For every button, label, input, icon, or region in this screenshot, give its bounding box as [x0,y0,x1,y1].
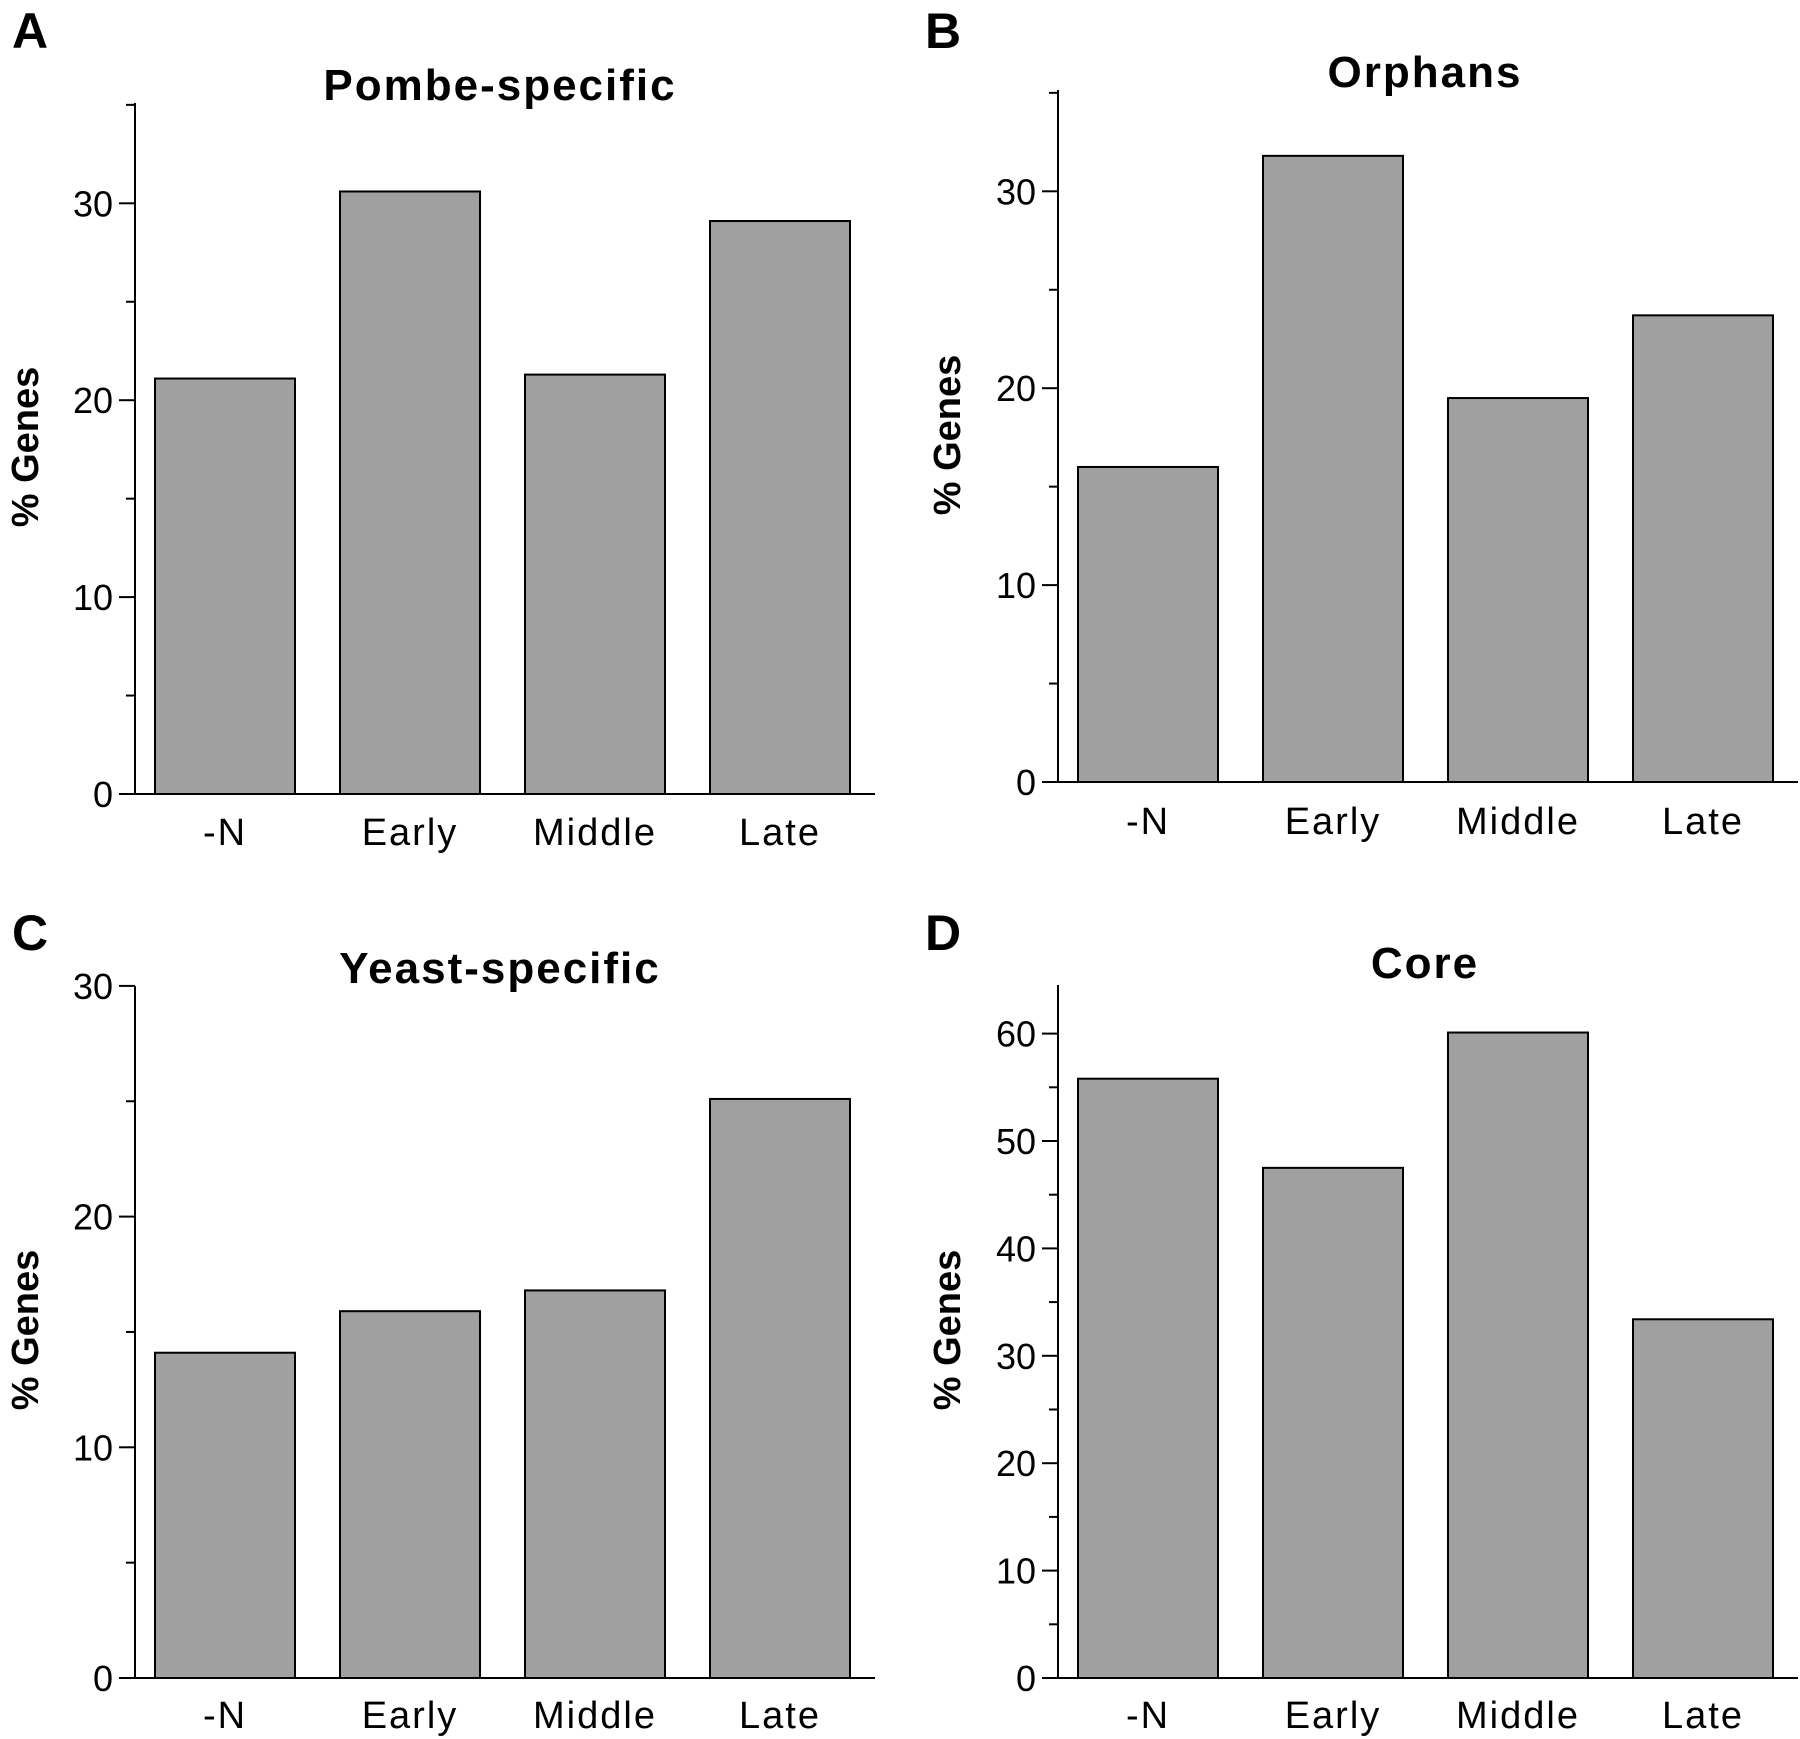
panel-d-ytick-label: 20 [996,1443,1036,1484]
panel-c-ytick-label: 10 [73,1427,113,1468]
panel-d-ytick-label: 40 [996,1228,1036,1269]
panel-d-ytick-label: 50 [996,1121,1036,1162]
panel-d-ytick-label: 30 [996,1336,1036,1377]
panel-a-bar-middle [524,373,666,795]
panel-c-letter: C [12,905,48,961]
panel-d-bar-middle [1447,1031,1589,1679]
panel-a-ytick-label: 10 [73,577,113,618]
panel-b-letter: B [925,3,961,59]
panel-d-ylabel: % Genes [927,1250,969,1411]
panel-d-category-label: Early [1285,1695,1382,1737]
panel-d-category-label: Late [1662,1695,1744,1737]
panel-a-ytick-label: 0 [93,774,113,815]
panel-b-bar-early [1262,154,1404,784]
panel-c-bar-early [339,1310,481,1679]
panel-d-bar-late [1632,1318,1774,1680]
panel-b-category-label: -N [1126,801,1170,843]
panel-c-bar-middle [524,1289,666,1679]
panel-c-ylabel: % Genes [5,1250,47,1411]
panel-d-ytick-label: 10 [996,1551,1036,1592]
panel-d-category-label: Middle [1456,1695,1580,1737]
panel-b-title: Orphans [1328,48,1523,97]
panel-b-bar-middle [1447,397,1589,783]
panel-a-ytick-label: 20 [73,380,113,421]
panel-b-bar-late [1632,314,1774,783]
panel-c-ytick-label: 30 [73,966,113,1007]
panel-b-ytick-label: 10 [996,565,1036,606]
panel-b-ytick-label: 0 [1016,762,1036,803]
panel-a-title: Pombe-specific [323,61,676,110]
panel-c-category-label: Late [739,1695,821,1737]
panel-c-category-label: Early [362,1695,459,1737]
panel-d-category-label: -N [1126,1695,1170,1737]
panel-c-category-label: Middle [533,1695,657,1737]
panel-b-ylabel: % Genes [927,355,969,516]
panel-a-bar-n [154,377,296,795]
panel-a-letter: A [12,3,48,59]
panel-d-title: Core [1371,939,1479,988]
panel-a-category-label: Middle [533,812,657,854]
panel-a-category-label: Late [739,812,821,854]
panel-a-category-label: -N [203,812,247,854]
panel-a-bar-late [709,220,851,795]
panel-a-ytick-label: 30 [73,183,113,224]
panel-c-title: Yeast-specific [339,944,661,993]
panel-d-letter: D [925,905,961,961]
panel-a-category-label: Early [362,812,459,854]
panel-b-category-label: Late [1662,801,1744,843]
panel-c-bar-late [709,1097,851,1679]
panel-c-category-label: -N [203,1695,247,1737]
panel-d-ytick-label: 0 [1016,1658,1036,1699]
panel-d-bar-early [1262,1166,1404,1679]
panel-b-bar-n [1077,465,1219,783]
panel-b-category-label: Middle [1456,801,1580,843]
panel-d-bar-n [1077,1077,1219,1679]
panel-c-bar-n [154,1351,296,1679]
panel-a-bar-early [339,190,481,795]
panel-b-ytick-label: 20 [996,368,1036,409]
panel-d-ytick-label: 60 [996,1014,1036,1055]
panel-b-ytick-label: 30 [996,171,1036,212]
panel-c-ytick-label: 20 [73,1197,113,1238]
panel-c-ytick-label: 0 [93,1658,113,1699]
panel-b-category-label: Early [1285,801,1382,843]
panel-a-ylabel: % Genes [5,367,47,528]
